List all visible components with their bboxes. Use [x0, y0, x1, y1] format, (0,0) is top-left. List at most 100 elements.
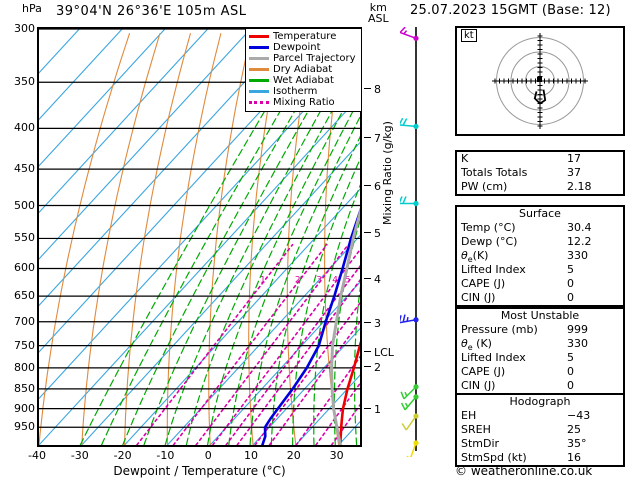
indices-table: K 17 Totals Totals 37 PW (cm) 2.18 — [455, 150, 625, 196]
table-row-label: CAPE (J) — [461, 365, 506, 378]
pressure-tick-label: 900 — [14, 401, 35, 415]
altitude-tick-label: 6 — [374, 180, 381, 194]
altitude-tick — [364, 408, 371, 410]
legend-item: Dewpoint — [249, 42, 358, 53]
altitude-tick-label: 2 — [374, 360, 381, 374]
table-row: PW (cm) 2.18 — [457, 180, 623, 194]
pressure-tick-label: 550 — [14, 231, 35, 245]
table-row: Temp (°C) 30.4 — [457, 221, 623, 235]
table-row-label: Dewp (°C) — [461, 235, 518, 248]
table-row-label: Lifted Index — [461, 351, 526, 364]
table-row: CAPE (J) 0 — [457, 277, 623, 291]
table-row-label: StmSpd (kt) — [461, 451, 527, 464]
altitude-tick — [364, 365, 371, 367]
table-row-label: θe(K) — [461, 249, 489, 265]
mixing-ratio-axis-label: Mixing Ratio (g/kg) — [381, 121, 394, 225]
pressure-tick-label: 950 — [14, 420, 35, 434]
table-row: SREH 25 — [457, 423, 623, 437]
wind-barb-column — [398, 26, 446, 460]
table-row-label: Totals Totals — [461, 166, 528, 179]
table-row-value: 5 — [567, 351, 574, 364]
legend-swatch — [249, 79, 269, 82]
table-row: EH −43 — [457, 409, 623, 423]
lcl-tick — [364, 350, 371, 352]
table-row-label: PW (cm) — [461, 180, 508, 193]
legend-swatch — [249, 68, 269, 71]
temperature-tick-label: 0 — [204, 449, 212, 462]
table-row-value: 0 — [567, 277, 574, 290]
table-row: Pressure (mb) 999 — [457, 323, 623, 337]
height-unit-line2: ASL — [368, 12, 389, 25]
datetime-title: 25.07.2023 15GMT (Base: 12) — [410, 3, 611, 18]
table-row-value: 35° — [567, 437, 587, 450]
table-row: Lifted Index 5 — [457, 263, 623, 277]
table-row-value: 2.18 — [567, 180, 592, 193]
temperature-tick-label: -20 — [113, 449, 132, 462]
temperature-tick-label: -40 — [28, 449, 46, 462]
legend-item: Mixing Ratio — [249, 97, 358, 108]
table-row-label: K — [461, 152, 469, 165]
legend-label: Dry Adiabat — [273, 63, 333, 75]
table-row-value: −43 — [567, 409, 591, 422]
altitude-tick — [364, 232, 371, 234]
hodograph-panel: kt — [455, 26, 625, 136]
table-row-value: 17 — [567, 152, 581, 165]
legend-swatch — [249, 35, 269, 38]
table-row-value: 12.2 — [567, 235, 592, 248]
altitude-axis: 1 2 3 4 5 6 7 8 LCL — [364, 27, 398, 447]
svg-text:3: 3 — [316, 276, 322, 286]
table-row-value: 0 — [567, 379, 574, 392]
table-row-value: 16 — [567, 451, 581, 464]
height-unit-label: km ASL — [368, 2, 389, 24]
table-row-label: Lifted Index — [461, 263, 526, 276]
legend-label: Wet Adiabat — [273, 74, 334, 86]
svg-text:1: 1 — [260, 276, 266, 286]
table-row-label: Pressure (mb) — [461, 323, 538, 336]
table-row: θe(K) 330 — [457, 249, 623, 265]
svg-text:4: 4 — [332, 276, 338, 286]
table-row-value: 0 — [567, 291, 574, 304]
copyright-label: © weatheronline.co.uk — [455, 464, 593, 478]
table-row: CIN (J) 0 — [457, 379, 623, 393]
altitude-tick — [364, 137, 371, 139]
legend-item: Wet Adiabat — [249, 75, 358, 86]
svg-text:5: 5 — [345, 276, 351, 286]
legend-swatch — [249, 57, 269, 60]
table-row-value: 0 — [567, 365, 574, 378]
table-row-value: 25 — [567, 423, 581, 436]
table-row-value: 330 — [567, 337, 588, 350]
wind-barb-svg — [398, 26, 419, 460]
legend-label: Dewpoint — [273, 41, 321, 53]
pressure-tick-label: 500 — [14, 198, 35, 212]
table-row-label: Temp (°C) — [461, 221, 516, 234]
table-row-label: θe (K) — [461, 337, 492, 353]
table-row: CIN (J) 0 — [457, 291, 623, 305]
chart-legend: Temperature Dewpoint Parcel Trajectory Dry … — [245, 28, 362, 112]
pressure-tick-label: 350 — [14, 75, 35, 89]
legend-swatch — [249, 101, 269, 104]
table-row-label: EH — [461, 409, 477, 422]
table-row: Totals Totals 37 — [457, 166, 623, 180]
pressure-tick-label: 300 — [14, 22, 35, 35]
pressure-tick-label: 450 — [14, 162, 35, 176]
legend-swatch — [249, 90, 269, 93]
altitude-tick — [364, 322, 371, 324]
table-row: θe (K) 330 — [457, 337, 623, 353]
table-heading: Hodograph — [509, 395, 571, 408]
legend-label: Parcel Trajectory — [273, 52, 356, 64]
pressure-tick-label: 400 — [14, 121, 35, 135]
table-row: CAPE (J) 0 — [457, 365, 623, 379]
legend-item: Parcel Trajectory — [249, 53, 358, 64]
pressure-tick-label: 600 — [14, 261, 35, 275]
station-title: 39°04'N 26°36'E 105m ASL — [56, 4, 247, 19]
table-row-label: CIN (J) — [461, 291, 496, 304]
table-row: K 17 — [457, 152, 623, 166]
temperature-tick-label: -30 — [70, 449, 89, 462]
pressure-axis: 300 350 400 450 500 550 600 650 700 750 800 850 900 9… — [0, 22, 35, 447]
temperature-tick-label: 20 — [286, 449, 301, 462]
table-row-label: CIN (J) — [461, 379, 496, 392]
altitude-tick-label: 8 — [374, 83, 381, 97]
altitude-tick-label: 7 — [374, 132, 381, 146]
x-axis-title: Dewpoint / Temperature (°C) — [113, 464, 286, 478]
